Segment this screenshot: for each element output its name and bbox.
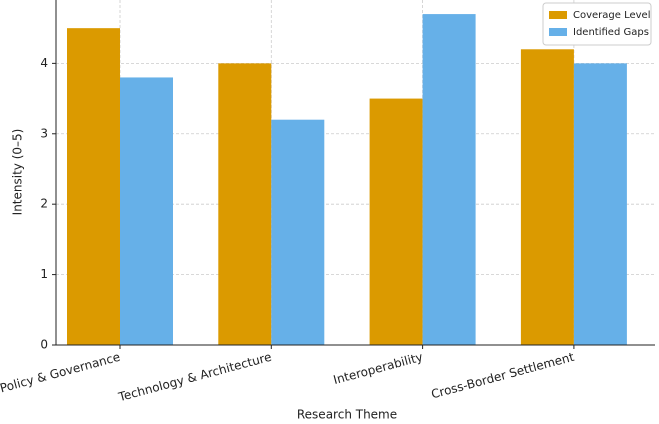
x-tick-label: Interoperability <box>332 350 424 387</box>
x-axis-label: Research Theme <box>297 408 397 422</box>
bar <box>369 98 423 345</box>
y-tick-label: 2 <box>40 197 48 211</box>
bar <box>520 49 574 346</box>
legend-label: Coverage Level <box>573 10 651 21</box>
bar <box>120 77 173 346</box>
bar <box>573 63 627 346</box>
y-tick-label: 4 <box>40 56 48 70</box>
x-tick-label: Technology & Architecture <box>116 350 273 405</box>
bar <box>218 63 272 346</box>
y-tick-label: 3 <box>40 126 48 140</box>
y-tick-label: 0 <box>40 338 48 352</box>
legend-label: Identified Gaps <box>573 27 649 38</box>
bar <box>67 28 120 345</box>
legend-box <box>542 2 652 46</box>
x-tick-label: Cross-Border Settlement <box>430 350 576 402</box>
bar <box>422 14 476 345</box>
y-tick-label: 1 <box>40 267 48 281</box>
legend-swatch <box>549 28 567 36</box>
y-axis-label: Intensity (0–5) <box>11 129 25 216</box>
legend-swatch <box>549 11 567 19</box>
bar <box>271 119 325 345</box>
x-tick-label: Policy & Governance <box>0 350 122 396</box>
